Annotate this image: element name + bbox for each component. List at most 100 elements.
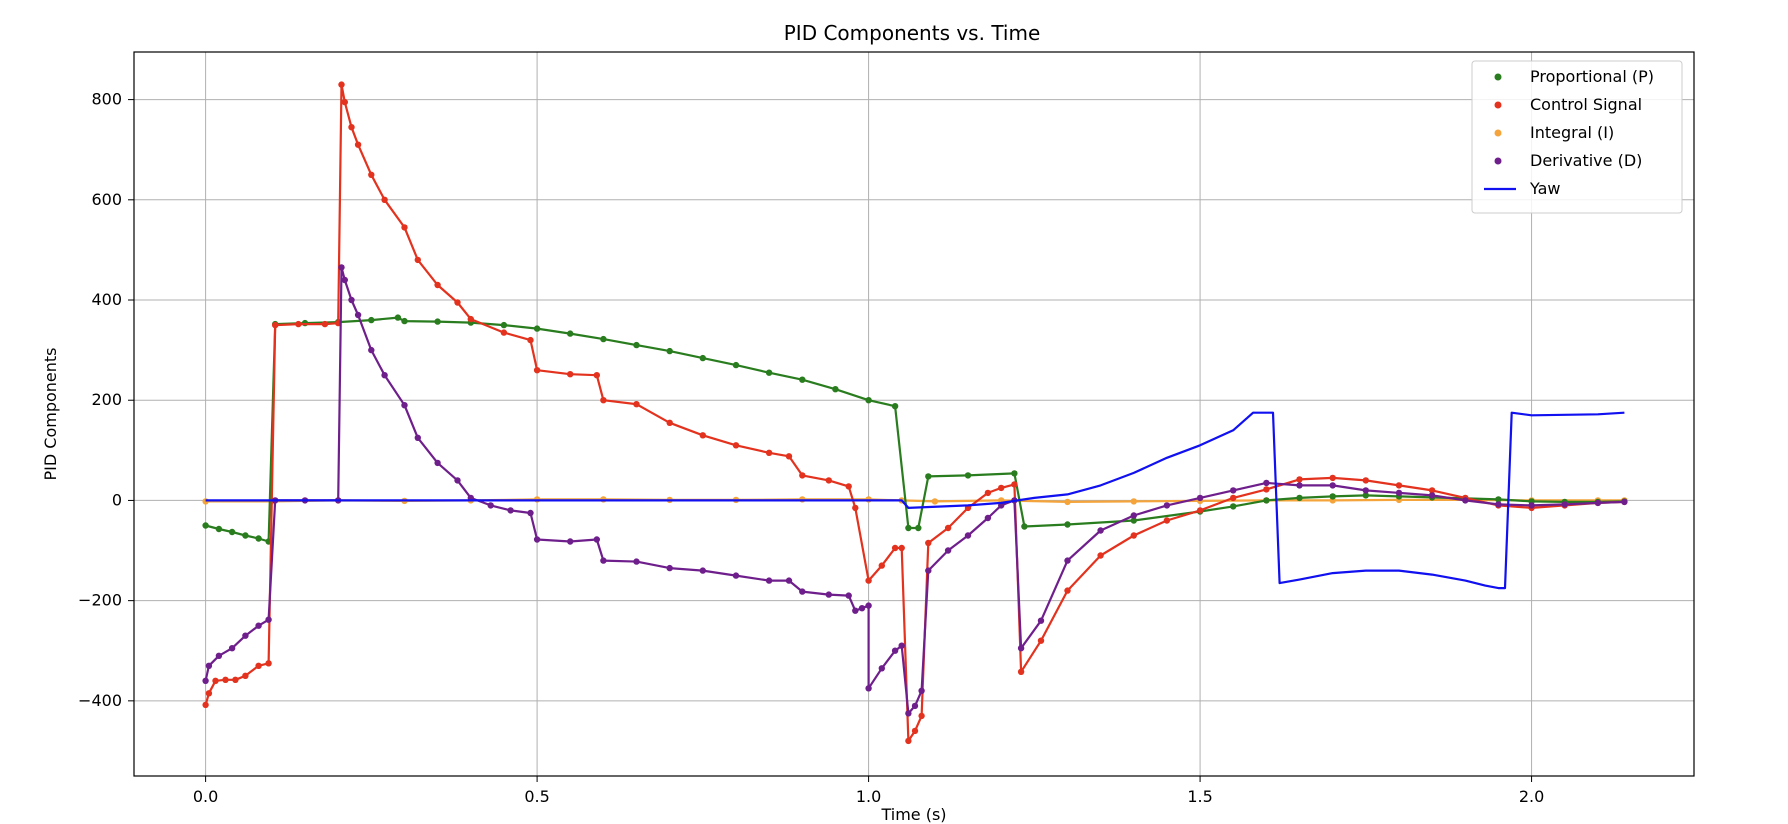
- data-point: [434, 281, 441, 289]
- data-point: [381, 196, 388, 203]
- data-point: [1462, 497, 1469, 504]
- data-point: [905, 524, 912, 532]
- data-point: [1011, 481, 1018, 488]
- data-point: [931, 498, 939, 505]
- data-point: [255, 662, 262, 669]
- data-point: [567, 371, 574, 378]
- data-point: [878, 562, 885, 569]
- data-point: [666, 347, 673, 355]
- data-point: [865, 577, 872, 584]
- data-point: [1130, 517, 1138, 524]
- data-point: [905, 737, 912, 745]
- data-point: [434, 459, 441, 467]
- data-point: [368, 171, 375, 178]
- data-point: [212, 677, 219, 684]
- data-point: [911, 702, 919, 710]
- data-point: [1561, 501, 1568, 508]
- data-point: [799, 588, 806, 595]
- data-point: [1064, 521, 1071, 528]
- data-point: [467, 315, 474, 323]
- data-point: [633, 558, 640, 565]
- y-tick-label: 800: [91, 90, 122, 109]
- data-point: [1196, 507, 1204, 514]
- data-point: [368, 346, 375, 354]
- data-point: [232, 676, 239, 683]
- data-point: [341, 98, 348, 106]
- data-point: [1329, 482, 1336, 489]
- data-point: [401, 402, 408, 409]
- data-point: [925, 567, 932, 574]
- data-point: [1329, 474, 1336, 482]
- data-point: [1362, 477, 1370, 484]
- data-point: [593, 536, 600, 543]
- data-point: [255, 535, 262, 542]
- data-point: [891, 647, 899, 654]
- data-point: [865, 602, 872, 609]
- data-point: [527, 509, 534, 517]
- data-point: [487, 502, 494, 509]
- data-point: [858, 605, 866, 612]
- data-point: [533, 536, 541, 543]
- data-point: [633, 341, 640, 349]
- legend-marker: [1494, 157, 1502, 165]
- data-point: [911, 727, 919, 735]
- data-point: [1263, 486, 1270, 493]
- data-point: [765, 577, 773, 584]
- data-point: [401, 224, 408, 231]
- data-point: [1196, 494, 1204, 502]
- data-point: [1428, 487, 1436, 494]
- data-point: [699, 567, 706, 574]
- data-point: [242, 632, 249, 639]
- legend-item: Yaw: [1484, 179, 1560, 198]
- data-point: [1021, 523, 1028, 530]
- data-point: [228, 528, 236, 536]
- data-point: [600, 335, 607, 343]
- data-point: [1428, 492, 1436, 499]
- y-tick-label: 0: [112, 490, 122, 509]
- data-point: [507, 507, 514, 514]
- data-point: [666, 564, 673, 572]
- data-point: [265, 660, 272, 667]
- y-tick-label: −200: [78, 591, 122, 610]
- data-point: [964, 472, 972, 479]
- data-point: [825, 477, 832, 484]
- data-point: [500, 321, 508, 329]
- data-point: [202, 522, 209, 529]
- data-point: [944, 547, 952, 554]
- data-point: [1011, 470, 1018, 477]
- data-point: [1296, 494, 1303, 502]
- data-point: [1037, 637, 1045, 644]
- data-point: [215, 652, 223, 659]
- data-point: [1230, 487, 1237, 494]
- legend-marker: [1494, 73, 1502, 81]
- data-point: [222, 676, 229, 683]
- data-point: [732, 572, 740, 579]
- data-point: [898, 642, 905, 649]
- legend-item: Integral (I): [1494, 123, 1614, 142]
- data-point: [918, 687, 925, 694]
- x-tick-label: 1.0: [856, 787, 881, 806]
- data-point: [832, 386, 839, 393]
- data-point: [925, 539, 932, 547]
- data-point: [242, 532, 249, 539]
- x-axis-label: Time (s): [880, 805, 946, 824]
- legend-label: Proportional (P): [1530, 67, 1654, 86]
- data-point: [255, 622, 262, 629]
- data-point: [1594, 499, 1602, 507]
- series-yaw: [205, 411, 1625, 590]
- data-point: [891, 403, 899, 410]
- data-point: [205, 690, 213, 697]
- legend-label: Integral (I): [1530, 123, 1614, 142]
- data-point: [1017, 668, 1025, 675]
- data-point: [1362, 492, 1370, 499]
- data-point: [785, 577, 793, 584]
- data-point: [1064, 557, 1071, 564]
- legend-item: Derivative (D): [1494, 151, 1642, 170]
- data-point: [272, 321, 279, 329]
- data-point: [984, 514, 992, 522]
- series-line-control-signal: [204, 83, 1625, 742]
- data-point: [1037, 617, 1045, 624]
- data-point: [1528, 502, 1535, 509]
- data-point: [865, 685, 872, 692]
